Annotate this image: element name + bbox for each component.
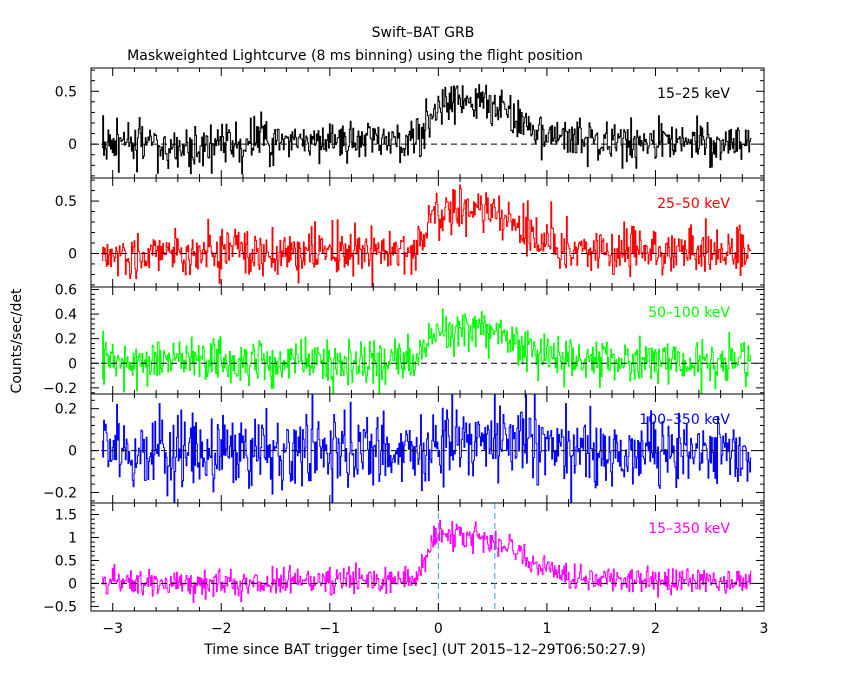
- y-tick-label: 0.2: [55, 402, 77, 418]
- y-tick-label: 0.4: [55, 307, 77, 323]
- y-tick-label: 0.5: [55, 84, 77, 100]
- panel-100-350-kev: −0.2 0 0.2 100–350 keV: [43, 393, 765, 504]
- band-label-100-350-kev: 100–350 keV: [639, 412, 730, 428]
- y-axis-label: Counts/sec/det: [9, 288, 25, 393]
- y-tick-label: 1.5: [55, 507, 77, 523]
- lightcurve-15-350-kev: [101, 519, 752, 603]
- y-tick-label: 0: [68, 246, 77, 262]
- x-tick-label: −3: [102, 621, 123, 637]
- y-tick-label: 0.2: [55, 332, 77, 348]
- x-tick-label: −1: [319, 621, 340, 637]
- x-tick-label: 0: [434, 621, 443, 637]
- x-tick-label: 1: [542, 621, 551, 637]
- lightcurve-50-100-kev: [101, 308, 752, 394]
- y-tick-label: 0: [68, 444, 77, 460]
- figure-subtitle: Maskweighted Lightcurve (8 ms binning) u…: [127, 48, 583, 64]
- y-tick-label: 0: [68, 356, 77, 372]
- y-tick-label: 0.6: [55, 282, 77, 298]
- x-tick-label: 3: [760, 621, 769, 637]
- lightcurve-100-350-kev: [101, 394, 752, 503]
- y-tick-label: 0: [68, 137, 77, 153]
- panel-15-350-kev: −0.5 0 0.5 1 1.5 15–350 keV −3 −2 −1 0 1 2 3: [43, 502, 769, 637]
- y-tick-label: −0.2: [43, 486, 77, 502]
- panels-group: 0 0.5 15–25 keV 0 0.5 25–50 keV −0.2 0 0.2 0.4 0.6…: [43, 67, 769, 637]
- y-tick-label: 0: [68, 576, 77, 592]
- band-label-50-100-kev: 50–100 keV: [648, 305, 730, 321]
- y-tick-label: −0.5: [43, 599, 77, 615]
- x-tick-label: −2: [211, 621, 232, 637]
- figure-title: Swift–BAT GRB: [372, 25, 475, 41]
- band-label-15-350-kev: 15–350 keV: [648, 521, 730, 537]
- y-tick-label: 0.5: [55, 194, 77, 210]
- band-label-15-25-kev: 15–25 keV: [657, 86, 730, 102]
- panel-frame-15-350-kev: [90, 502, 765, 612]
- band-label-25-50-kev: 25–50 keV: [657, 196, 730, 212]
- x-axis-label: Time since BAT trigger time [sec] (UT 20…: [203, 642, 646, 658]
- lightcurve-15-25-kev: [101, 84, 752, 175]
- y-tick-label: −0.2: [43, 381, 77, 397]
- y-tick-label: 0.5: [55, 553, 77, 569]
- panel-15-25-kev: 0 0.5 15–25 keV: [55, 67, 765, 179]
- x-tick-label: 2: [651, 621, 660, 637]
- y-tick-label: 1: [68, 530, 77, 546]
